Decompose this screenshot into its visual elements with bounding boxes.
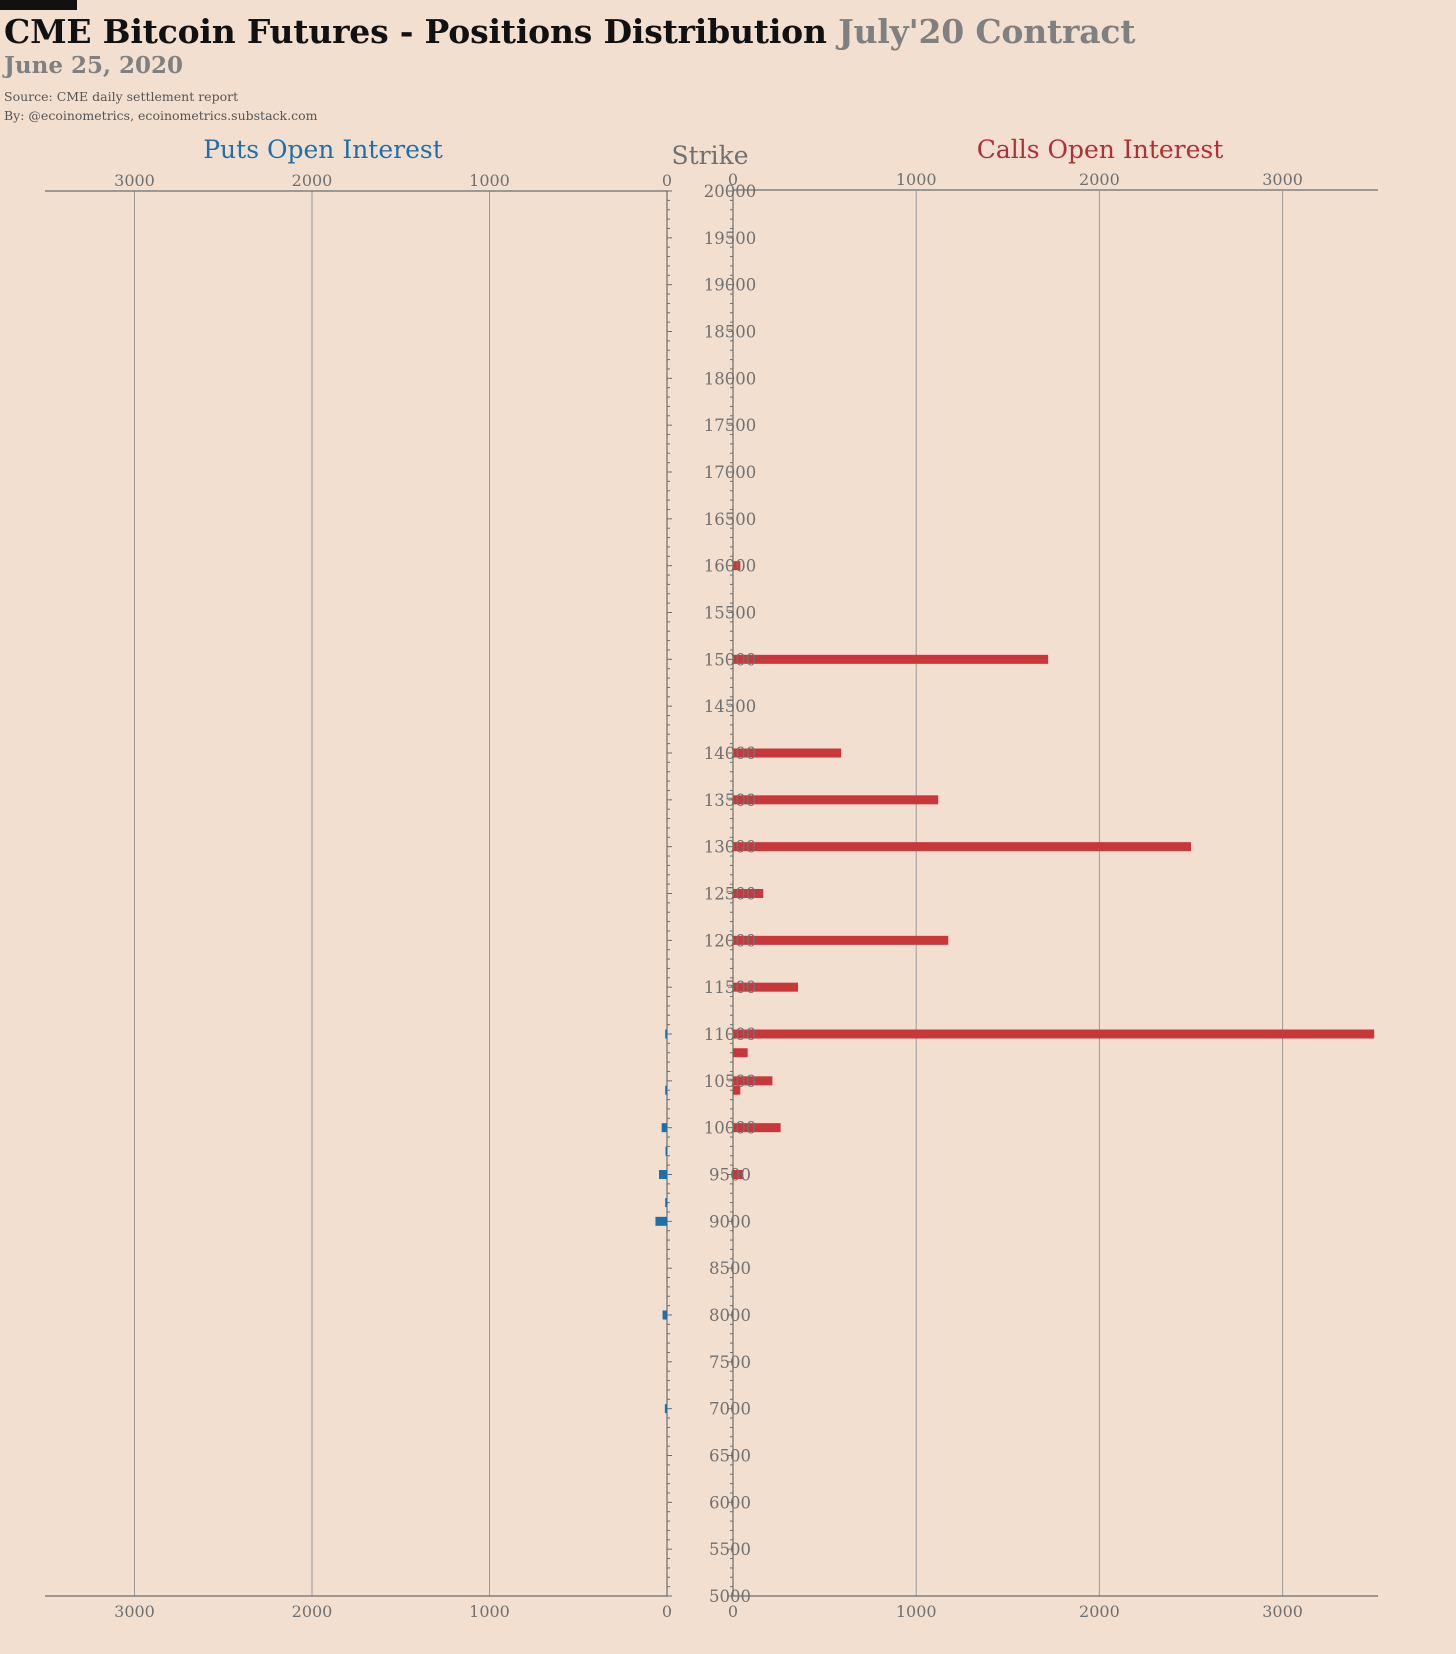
call-bar [733,1076,773,1086]
strike-tick-label: 16000 [704,557,757,576]
strike-tick-label: 15000 [704,650,757,669]
puts-bottom-tick-label: 1000 [469,1602,510,1621]
strike-axis-title: Strike [671,141,748,170]
puts-top-tick-label: 0 [662,171,672,190]
title-contract: July'20 Contract [838,12,1136,51]
strike-tick-label: 6500 [709,1447,751,1466]
byline-note: By: @ecoinometrics, ecoinometrics.substa… [4,108,318,123]
calls-bottom-tick-label: 0 [728,1602,738,1621]
calls-top-tick-label: 2000 [1079,170,1120,189]
puts-bottom-tick-label: 3000 [114,1602,155,1621]
brand-bar [0,0,77,10]
call-bar [733,795,939,805]
put-bar [661,1123,667,1133]
strike-tick-label: 11000 [704,1025,757,1044]
puts-top-tick-label: 1000 [469,171,510,190]
puts-top-tick-label: 3000 [114,171,155,190]
call-bar [733,654,1049,664]
strike-tick-label: 10500 [704,1072,757,1091]
strike-tick-label: 10000 [704,1119,757,1138]
strike-tick-label: 19000 [704,276,757,295]
strike-tick-label: 8500 [709,1259,751,1278]
strike-tick-label: 13000 [704,838,757,857]
calls-top-tick-label: 0 [728,170,738,189]
call-bar [733,1085,741,1095]
call-bar [733,982,799,992]
strike-tick-label: 18500 [704,323,757,342]
call-bar [733,842,1191,852]
call-bar [733,1123,781,1133]
strike-tick-label: 8000 [709,1306,751,1325]
put-bar [665,1198,667,1208]
call-bar [733,561,741,571]
puts-bottom-tick-label: 2000 [292,1602,333,1621]
put-bar [655,1216,667,1226]
strike-tick-label: 19500 [704,229,757,248]
strike-tick-label: 13500 [704,791,757,810]
strike-tick-label: 20000 [704,182,757,201]
put-bar [665,1146,667,1156]
strike-tick-label: 6000 [709,1493,751,1512]
source-note: Source: CME daily settlement report [4,89,239,104]
call-bar [733,1029,1375,1039]
calls-bottom-tick-label: 2000 [1079,1602,1120,1621]
calls-bottom-tick-label: 3000 [1262,1602,1303,1621]
chart-title: CME Bitcoin Futures - Positions Distribu… [4,12,1136,51]
puts-top-tick-label: 2000 [292,171,333,190]
calls-axis-title: Calls Open Interest [977,135,1224,164]
chart-date: June 25, 2020 [4,52,184,79]
strike-tick-label: 14000 [704,744,757,763]
put-bar [659,1170,667,1179]
strike-tick-label: 9500 [709,1166,751,1185]
strike-tick-label: 17000 [704,463,757,482]
calls-top-tick-label: 1000 [896,170,937,189]
calls-top-tick-label: 3000 [1262,170,1303,189]
strike-tick-label: 7500 [709,1353,751,1372]
strike-tick-label: 11500 [704,978,757,997]
call-bar [733,748,842,758]
puts-axis-title: Puts Open Interest [203,135,443,164]
call-bar [733,935,949,945]
call-bar [733,1048,748,1058]
strike-tick-label: 5000 [709,1587,751,1606]
strike-tick-label: 18000 [704,369,757,388]
puts-bottom-tick-label: 0 [662,1602,672,1621]
strike-tick-label: 16500 [704,510,757,529]
put-bar [665,1029,667,1039]
strike-tick-label: 14500 [704,697,757,716]
put-bar [662,1310,667,1320]
strike-tick-label: 5500 [709,1540,751,1559]
calls-bottom-tick-label: 1000 [896,1602,937,1621]
strike-tick-label: 12000 [704,931,757,950]
put-bar [664,1404,667,1414]
call-bar [733,889,764,898]
title-main: CME Bitcoin Futures - Positions Distribu… [4,12,827,51]
strike-tick-label: 15500 [704,604,757,623]
call-bar [733,1170,744,1179]
strike-tick-label: 7000 [709,1400,751,1419]
strike-tick-label: 12500 [704,885,757,904]
strike-tick-label: 17500 [704,416,757,435]
put-bar [665,1085,667,1095]
strike-tick-label: 9000 [709,1212,751,1231]
